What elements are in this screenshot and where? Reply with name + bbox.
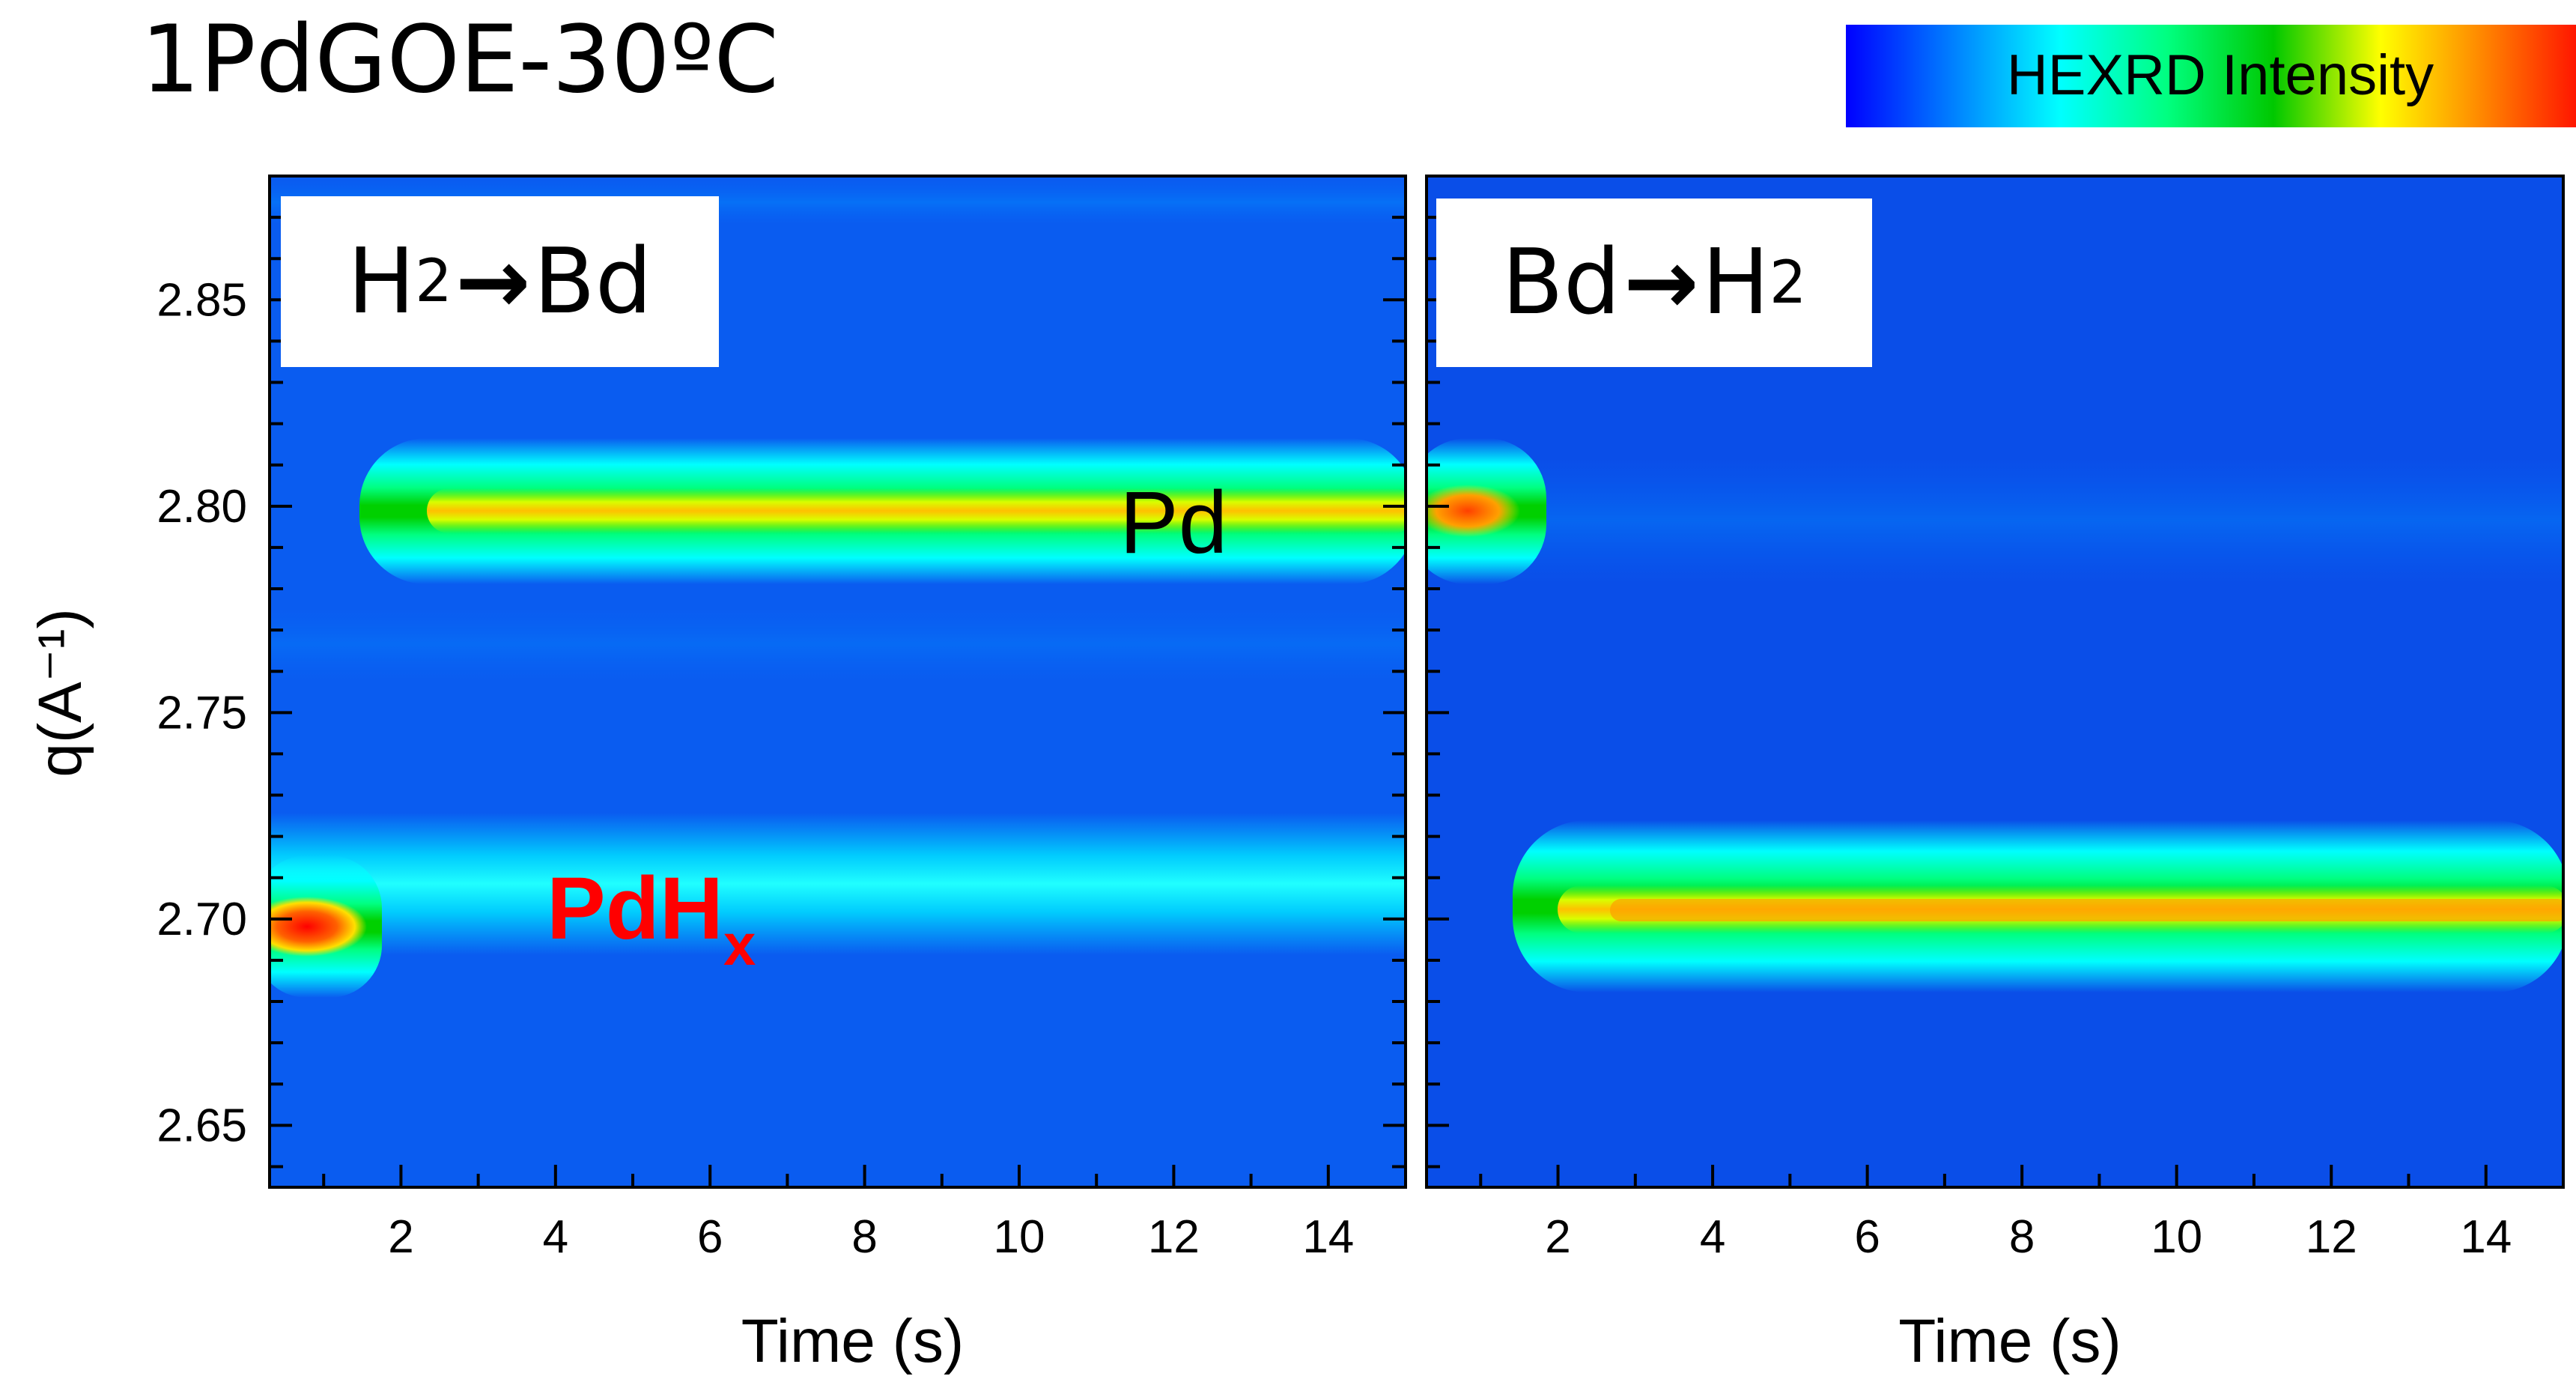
- arrow-icon: →: [1623, 231, 1699, 335]
- pdhx-band-core-right-hot: [1610, 899, 2563, 921]
- inset-left-species1-sub: 2: [415, 248, 452, 315]
- pdhx-annotation: PdHx: [547, 858, 756, 979]
- inset-left-species1: H: [347, 229, 416, 334]
- x-tick-label-right: 2: [1545, 1211, 1570, 1263]
- inset-right-species1: Bd: [1501, 231, 1621, 335]
- x-tick-label-right: 4: [1700, 1211, 1725, 1263]
- x-axis-label-left: Time (s): [741, 1307, 965, 1375]
- y-tick-label: 2.75: [157, 687, 247, 739]
- y-tick-label: 2.70: [157, 894, 247, 945]
- x-axis-label-right: Time (s): [1898, 1307, 2121, 1375]
- y-tick-label: 2.85: [157, 274, 247, 326]
- x-tick-label-left: 4: [543, 1211, 568, 1263]
- panel-frame-right: [1425, 175, 2565, 1189]
- x-tick-label-left: 8: [851, 1211, 877, 1263]
- heatmap-faint-band-left-2: [270, 607, 1406, 682]
- arrow-icon: →: [455, 229, 531, 334]
- x-tick-label-right: 6: [1854, 1211, 1880, 1263]
- x-tick-label-left: 12: [1148, 1211, 1200, 1263]
- heatmap-faint-band-right: [1427, 457, 2563, 584]
- heatmap-panel-left: [270, 176, 1406, 1187]
- axes-layer: 2 4 6 8 10 12 14 Time (s) 2 4 6 8 10 12 14 Time (s) 2.65…: [26, 175, 2565, 1375]
- pdhx-hotspot-left: [270, 897, 367, 957]
- x-tick-label-right: 8: [2009, 1211, 2035, 1263]
- x-tick-label-left: 6: [697, 1211, 723, 1263]
- inset-left: H 2 → Bd: [281, 196, 719, 367]
- y-axis-label: q(A⁻¹): [26, 608, 94, 778]
- x-tick-label-right: 10: [2151, 1211, 2202, 1263]
- colorbar-label-box: HEXRD Intensity: [1846, 22, 2576, 127]
- figure-title: 1PdGOE-30ºC: [141, 6, 779, 114]
- pd-annotation: Pd: [1120, 473, 1228, 572]
- x-tick-label-left: 2: [388, 1211, 413, 1263]
- pd-hotspot-right: [1427, 485, 1520, 537]
- x-tick-label-right: 14: [2460, 1211, 2512, 1263]
- pdhx-annotation-sub: x: [723, 912, 756, 978]
- colorbar: [1846, 25, 2576, 127]
- x-tick-label-right: 12: [2306, 1211, 2357, 1263]
- panel-frame-left: [268, 175, 1407, 1189]
- y-tick-label: 2.65: [157, 1100, 247, 1151]
- colorbar-label: HEXRD Intensity: [2006, 43, 2434, 107]
- pd-band-core-left: [427, 488, 1406, 533]
- x-tick-label-left: 10: [994, 1211, 1045, 1263]
- inset-right-species2: H: [1701, 231, 1770, 335]
- pdhx-residual-band: [270, 813, 1406, 955]
- pdhx-annotation-main: PdH: [547, 859, 723, 958]
- inset-right-species2-sub: 2: [1769, 249, 1807, 317]
- inset-left-species2: Bd: [533, 229, 652, 334]
- y-tick-label: 2.80: [157, 481, 247, 533]
- inset-right: Bd → H 2: [1436, 198, 1872, 367]
- x-tick-label-left: 14: [1302, 1211, 1354, 1263]
